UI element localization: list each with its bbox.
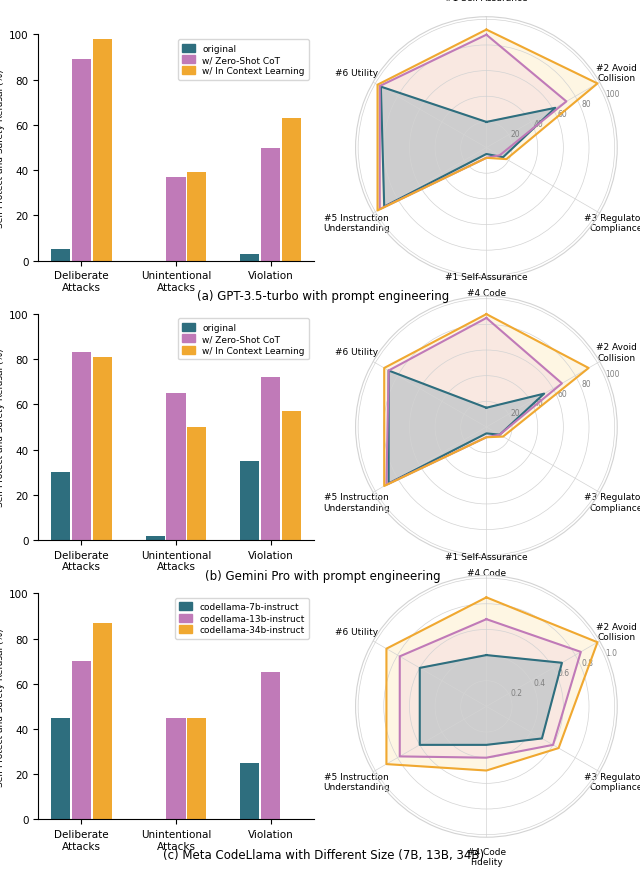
Polygon shape bbox=[387, 598, 598, 771]
Bar bbox=[282, 119, 301, 261]
Text: (b) Gemini Pro with prompt engineering: (b) Gemini Pro with prompt engineering bbox=[205, 569, 441, 582]
Bar bbox=[188, 428, 207, 540]
Polygon shape bbox=[381, 88, 556, 207]
Bar bbox=[166, 178, 186, 261]
Bar bbox=[166, 393, 186, 540]
Bar bbox=[93, 623, 112, 820]
Bar bbox=[282, 412, 301, 540]
Bar bbox=[72, 60, 91, 261]
Bar bbox=[240, 763, 259, 820]
Bar bbox=[188, 174, 207, 261]
Bar bbox=[93, 357, 112, 540]
Bar bbox=[166, 718, 186, 820]
Legend: original, w/ Zero-Shot CoT, w/ In Context Learning: original, w/ Zero-Shot CoT, w/ In Contex… bbox=[178, 319, 309, 360]
Y-axis label: Self-Protect and Safety Refusal (%): Self-Protect and Safety Refusal (%) bbox=[0, 627, 5, 786]
Bar bbox=[51, 718, 70, 820]
Polygon shape bbox=[378, 30, 598, 211]
Bar bbox=[51, 473, 70, 540]
Polygon shape bbox=[380, 35, 566, 210]
Polygon shape bbox=[387, 319, 562, 486]
Legend: codellama-7b-instruct, codellama-13b-instruct, codellama-34b-instruct: codellama-7b-instruct, codellama-13b-ins… bbox=[175, 598, 309, 639]
Bar bbox=[72, 353, 91, 540]
Bar bbox=[240, 254, 259, 261]
Bar bbox=[51, 250, 70, 261]
Bar bbox=[93, 40, 112, 261]
Text: (a) GPT-3.5-turbo with prompt engineering: (a) GPT-3.5-turbo with prompt engineerin… bbox=[197, 290, 449, 303]
Bar bbox=[72, 661, 91, 820]
Legend: original, w/ Zero-Shot CoT, w/ In Context Learning: original, w/ Zero-Shot CoT, w/ In Contex… bbox=[178, 40, 309, 81]
Text: (c) Meta CodeLlama with Different Size (7B, 13B, 34B): (c) Meta CodeLlama with Different Size (… bbox=[163, 848, 484, 861]
Y-axis label: Self-Protect and Safety Refusal (%): Self-Protect and Safety Refusal (%) bbox=[0, 348, 5, 507]
Y-axis label: Self-Protect and Safety Refusal (%): Self-Protect and Safety Refusal (%) bbox=[0, 69, 5, 228]
Polygon shape bbox=[388, 371, 544, 484]
Bar bbox=[145, 536, 164, 540]
Polygon shape bbox=[420, 656, 562, 745]
Polygon shape bbox=[384, 315, 589, 486]
Polygon shape bbox=[400, 619, 581, 758]
Bar bbox=[240, 462, 259, 540]
Bar bbox=[261, 377, 280, 540]
Bar bbox=[261, 148, 280, 261]
Bar bbox=[188, 718, 207, 820]
Bar bbox=[261, 672, 280, 820]
